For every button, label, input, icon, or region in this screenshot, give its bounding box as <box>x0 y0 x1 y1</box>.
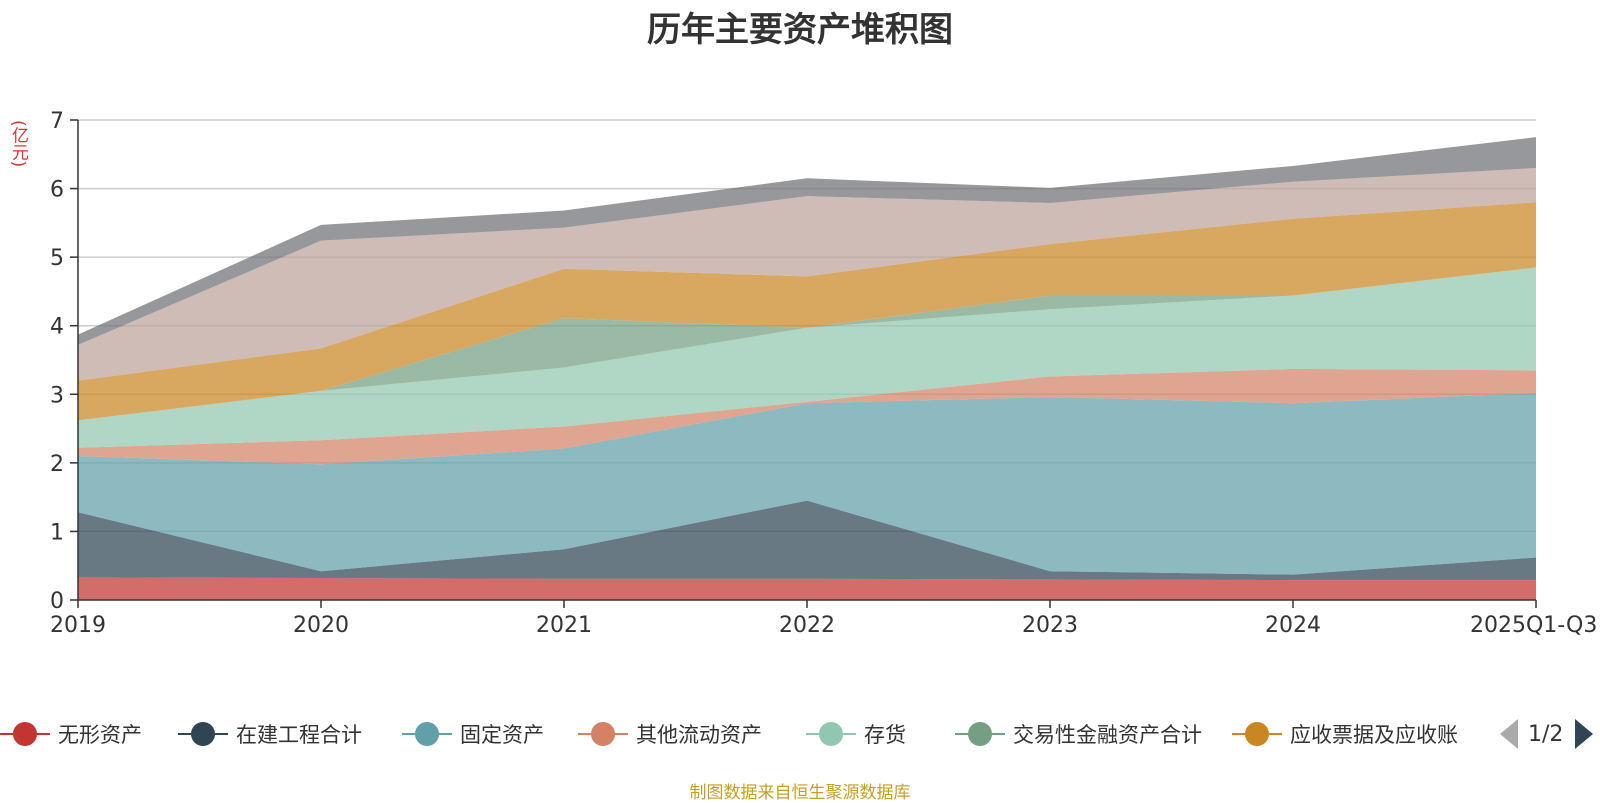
legend-label: 无形资产 <box>58 723 142 747</box>
chart-title: 历年主要资产堆积图 <box>647 10 953 50</box>
legend-label: 存货 <box>864 723 906 747</box>
y-tick-label: 2 <box>50 452 64 477</box>
y-axis-ticks: 0 1 2 3 4 5 6 7 <box>50 109 78 614</box>
x-tick-label: 2022 <box>779 613 835 638</box>
area-series-2 <box>78 392 1536 575</box>
legend-label: 应收票据及应收账 <box>1290 723 1458 747</box>
y-tick-label: 6 <box>50 178 64 203</box>
legend-marker-icon <box>955 722 1005 746</box>
legend-marker-icon <box>578 722 628 746</box>
x-tick-label: 2020 <box>293 613 349 638</box>
area-series-3 <box>78 368 1536 465</box>
legend-item-4[interactable]: 存货 <box>806 718 906 750</box>
x-tick-label: 2024 <box>1265 613 1321 638</box>
x-tick-label: 2023 <box>1022 613 1078 638</box>
legend-next-page-button[interactable] <box>1575 719 1594 749</box>
area-series-0 <box>78 577 1536 600</box>
y-tick-label: 5 <box>50 246 64 271</box>
legend-pager: 1/2 <box>1500 718 1594 750</box>
legend-marker-icon <box>806 722 856 746</box>
legend-page-indicator: 1/2 <box>1528 721 1564 747</box>
legend-marker-icon <box>1232 722 1282 746</box>
area-series-8 <box>78 137 1536 345</box>
legend-marker-icon <box>0 722 50 746</box>
legend-label: 固定资产 <box>460 723 544 747</box>
area-series-layer <box>78 137 1536 600</box>
y-tick-label: 4 <box>50 315 64 340</box>
area-series-7 <box>78 168 1536 381</box>
legend-label: 交易性金融资产合计 <box>1013 723 1202 747</box>
legend-label: 在建工程合计 <box>236 723 362 747</box>
y-tick-label: 1 <box>50 520 64 545</box>
y-tick-label: 7 <box>50 109 64 134</box>
legend-item-2[interactable]: 固定资产 <box>402 718 544 750</box>
legend-item-0[interactable]: 无形资产 <box>0 718 142 750</box>
legend-marker-icon <box>178 722 228 746</box>
legend-item-5[interactable]: 交易性金融资产合计 <box>955 718 1202 750</box>
legend-item-6[interactable]: 应收票据及应收账 <box>1232 718 1458 750</box>
y-tick-label: 3 <box>50 383 64 408</box>
y-axis-unit-label: (亿元) <box>8 120 28 168</box>
y-tick-label: 0 <box>50 589 64 614</box>
legend-item-3[interactable]: 其他流动资产 <box>578 718 762 750</box>
x-tick-label: 2025Q1-Q3 <box>1470 613 1597 638</box>
legend-label: 其他流动资产 <box>636 723 762 747</box>
x-tick-label: 2019 <box>50 613 106 638</box>
x-axis-ticks: 2019 2020 2021 2022 2023 2024 2025Q1-Q3 <box>50 600 1597 638</box>
legend: 无形资产 在建工程合计 固定资产 其他流动资产 存货 交易性金融资产合计 应收票据及应收账 <box>0 718 1600 750</box>
legend-item-1[interactable]: 在建工程合计 <box>178 718 362 750</box>
x-tick-label: 2021 <box>536 613 592 638</box>
source-note: 制图数据来自恒生聚源数据库 <box>689 783 911 803</box>
area-series-6 <box>78 202 1536 421</box>
legend-prev-page-button[interactable] <box>1500 719 1518 749</box>
legend-marker-icon <box>402 722 452 746</box>
area-series-4 <box>78 267 1536 448</box>
